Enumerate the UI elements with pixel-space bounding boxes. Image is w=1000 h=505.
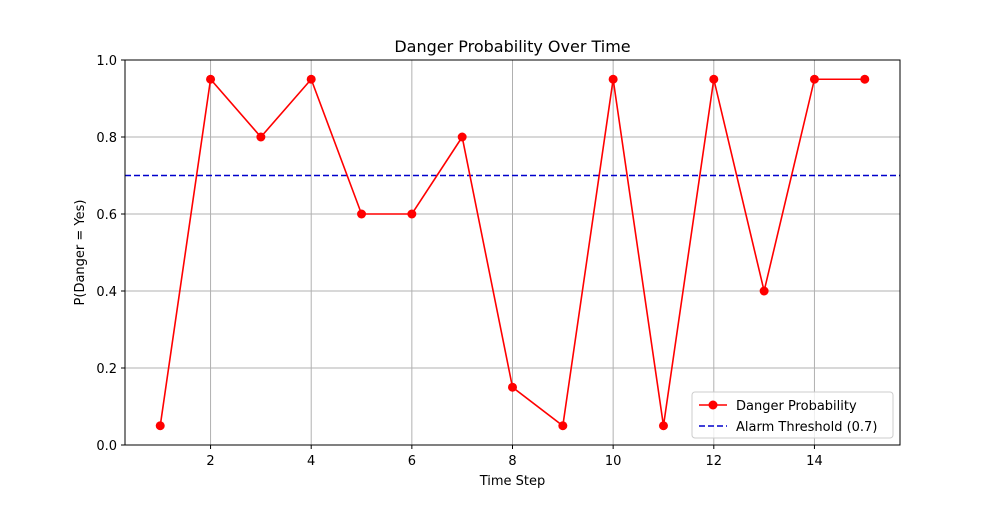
legend-series-marker [708,400,718,410]
legend-box [691,391,894,439]
danger-probability-point [206,74,216,84]
legend-series-label: Danger Probability [736,399,857,414]
danger-probability-point [658,421,668,431]
y-tick-label: 0.8 [96,131,117,146]
x-tick-label: 2 [206,454,214,469]
tick-layer: 2 4 6 8 10 12 14 0.0 0.2 0.4 0.6 0.8 1.0 [96,54,822,469]
y-tick-label: 0.2 [96,362,117,377]
danger-probability-point [809,74,819,84]
y-tick-label: 0.0 [96,439,117,454]
x-tick-label: 12 [706,454,723,469]
danger-probability-point [256,132,266,142]
danger-probability-point [457,132,467,142]
danger-probability-point [306,74,316,84]
danger-probability-point [558,421,568,431]
y-tick-label: 1.0 [96,54,117,69]
danger-probability-point [155,421,165,431]
danger-probability-point [860,74,870,84]
danger-probability-point [357,209,367,219]
x-tick-label: 10 [605,454,622,469]
danger-probability-point [608,74,618,84]
danger-probability-point [759,286,769,296]
series-layer [155,74,870,431]
x-tick-label: 4 [307,454,315,469]
x-tick-label: 6 [408,454,416,469]
legend-threshold-label: Alarm Threshold (0.7) [736,420,877,435]
legend: Danger Probability Alarm Threshold (0.7) [691,391,894,439]
x-axis-label: Time Step [479,474,546,489]
danger-probability-point [407,209,417,219]
danger-probability-point [709,74,719,84]
danger-probability-point [508,382,517,392]
chart-title: Danger Probability Over Time [394,37,630,56]
y-axis-label: P(Danger = Yes) [73,200,88,306]
y-tick-label: 0.6 [96,208,117,223]
x-tick-label: 14 [806,454,823,469]
x-tick-label: 8 [508,454,516,469]
y-tick-label: 0.4 [96,285,117,300]
